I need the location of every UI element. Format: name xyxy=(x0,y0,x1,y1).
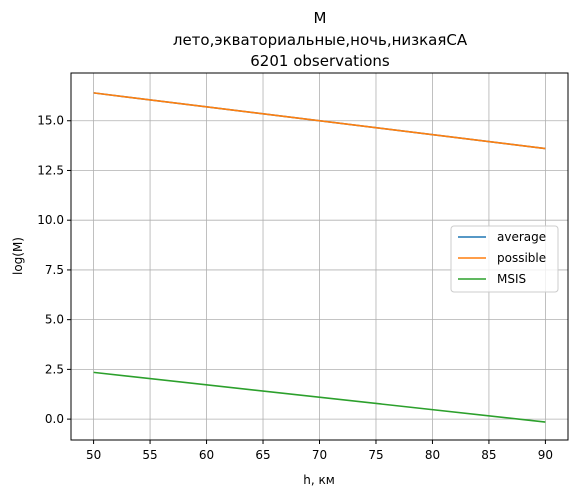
x-tick-label: 65 xyxy=(255,448,270,462)
y-axis-ticks: 0.0 2.5 5.0 7.5 10.0 12.5 15.0 xyxy=(37,114,71,426)
legend-label-msis: MSIS xyxy=(497,272,526,286)
x-tick-label: 60 xyxy=(199,448,214,462)
legend: average possible MSIS xyxy=(450,225,559,293)
y-axis-label: log(M) xyxy=(11,237,25,275)
chart-title-line-2: лето,экваториальные,ночь,низкаяСА xyxy=(173,31,468,49)
x-axis-label: h, км xyxy=(303,473,335,487)
y-tick-label: 2.5 xyxy=(45,362,64,376)
legend-label-possible: possible xyxy=(497,251,546,265)
legend-box xyxy=(450,225,559,293)
x-tick-label: 75 xyxy=(368,448,383,462)
x-tick-label: 85 xyxy=(481,448,496,462)
y-tick-label: 15.0 xyxy=(37,114,64,128)
x-tick-label: 80 xyxy=(425,448,440,462)
x-tick-label: 55 xyxy=(142,448,157,462)
series-line-possible xyxy=(93,92,546,150)
y-tick-label: 10.0 xyxy=(37,213,64,227)
x-axis-ticks: 50 55 60 65 70 75 80 85 90 xyxy=(86,440,553,462)
x-tick-label: 50 xyxy=(86,448,101,462)
series-layer xyxy=(93,92,546,423)
x-tick-label: 90 xyxy=(538,448,553,462)
y-tick-label: 7.5 xyxy=(45,263,64,277)
y-tick-label: 12.5 xyxy=(37,163,64,177)
legend-label-average: average xyxy=(497,230,546,244)
series-line-msis xyxy=(93,371,546,423)
x-tick-label: 70 xyxy=(312,448,327,462)
chart-title-line-3: 6201 observations xyxy=(250,52,390,70)
y-tick-label: 0.0 xyxy=(45,412,64,426)
chart-title-line-1: M xyxy=(314,9,327,27)
y-tick-label: 5.0 xyxy=(45,313,64,327)
